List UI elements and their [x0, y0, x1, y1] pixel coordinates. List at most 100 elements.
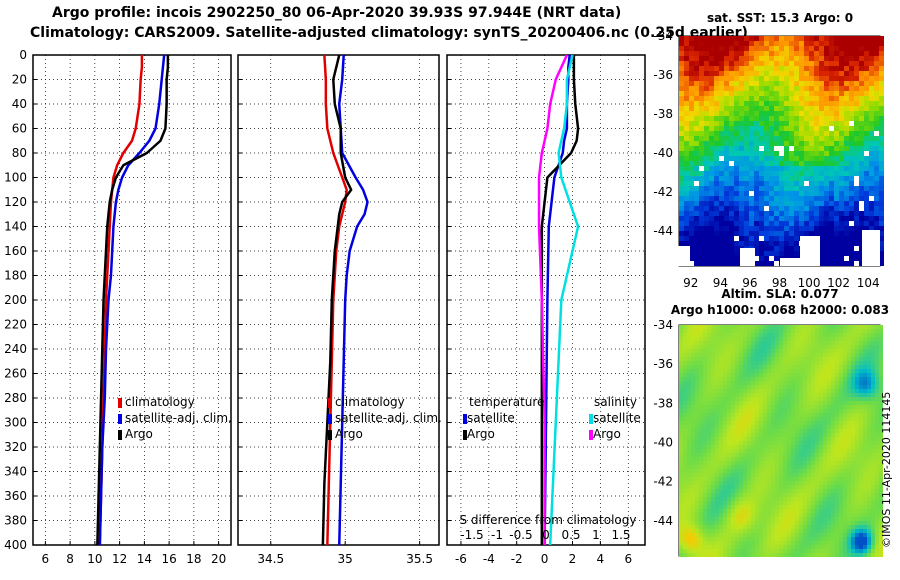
sla-map-cell: [791, 457, 795, 461]
sla-map-cell: [851, 385, 855, 389]
sla-map-cell: [687, 537, 691, 541]
sla-map-cell: [815, 501, 819, 505]
sst-map-cell: [754, 191, 759, 196]
sla-map-cell: [759, 385, 763, 389]
sla-map-cell: [875, 413, 879, 417]
sla-map-cell: [787, 337, 791, 341]
sla-map-cell: [755, 397, 759, 401]
sla-map-cell: [791, 441, 795, 445]
sst-map-cell: [739, 206, 744, 211]
sst-map-cell: [719, 171, 724, 176]
sst-map-cell: [719, 236, 724, 241]
sst-map-cell: [859, 81, 864, 86]
sla-map-cell: [839, 477, 843, 481]
sst-map-cell: [729, 46, 734, 51]
sla-map-cell: [707, 329, 711, 333]
sla-map-cell: [699, 453, 703, 457]
sla-map-cell: [795, 441, 799, 445]
sst-map-cell: [729, 81, 734, 86]
sla-map-cell: [751, 533, 755, 537]
sla-map-cell: [811, 373, 815, 377]
sla-map-cell: [855, 369, 859, 373]
sla-map-cell: [871, 469, 875, 473]
sla-map-cell: [751, 389, 755, 393]
sst-map-cell: [704, 221, 709, 226]
sla-map-cell: [855, 337, 859, 341]
sst-map-cell: [704, 181, 709, 186]
sst-map-cell: [784, 131, 789, 136]
sla-map-cell: [739, 397, 743, 401]
sla-map-cell: [771, 489, 775, 493]
sla-map-cell: [683, 441, 687, 445]
sst-map-cell: [849, 91, 854, 96]
sla-map-cell: [731, 421, 735, 425]
sst-map-cell: [679, 121, 684, 126]
sst-map-cell: [819, 201, 824, 206]
sla-map-cell: [683, 449, 687, 453]
sla-map-cell: [723, 337, 727, 341]
sst-map-cell: [829, 116, 834, 121]
sst-map-cell: [829, 76, 834, 81]
sla-map-cell: [723, 497, 727, 501]
sla-map-cell: [727, 529, 731, 533]
sla-map-cell: [739, 477, 743, 481]
sla-map-cell: [787, 377, 791, 381]
sla-map-cell: [863, 405, 867, 409]
sla-map-cell: [819, 461, 823, 465]
sla-map-cell: [755, 341, 759, 345]
sla-map-cell: [759, 521, 763, 525]
sla-map-cell: [819, 357, 823, 361]
sst-map-cell: [799, 216, 804, 221]
sla-map-cell: [815, 409, 819, 413]
sla-map-cell: [807, 369, 811, 373]
sst-map-cell: [679, 101, 684, 106]
sst-map-cell: [684, 241, 689, 246]
sla-map-cell: [691, 325, 695, 329]
sst-map-cell: [699, 176, 704, 181]
sst-map-cell: [759, 261, 764, 266]
sla-map-cell: [863, 325, 867, 329]
difference-legend-title-salinity: salinity: [594, 395, 637, 409]
sst-map-cell: [684, 151, 689, 156]
sst-map-cell: [819, 76, 824, 81]
sla-map-cell: [751, 397, 755, 401]
sla-map-cell: [747, 445, 751, 449]
sla-map-cell: [743, 545, 747, 549]
temperature-legend-label: satellite-adj. clim.: [125, 411, 232, 425]
sst-map-cell: [684, 71, 689, 76]
sla-map-cell: [715, 497, 719, 501]
sst-map-cell: [849, 81, 854, 86]
sst-map-cell: [679, 171, 684, 176]
sla-map-cell: [759, 389, 763, 393]
sla-map-cell: [751, 441, 755, 445]
sla-map-cell: [715, 373, 719, 377]
sla-map-cell: [775, 409, 779, 413]
sla-map-cell: [699, 329, 703, 333]
sst-map-cell: [864, 146, 869, 151]
sla-map-cell: [711, 349, 715, 353]
sla-map-cell: [803, 537, 807, 541]
sst-map-cell: [809, 96, 814, 101]
sla-map-cell: [735, 493, 739, 497]
sla-map-cell: [679, 325, 683, 329]
sla-map-cell: [723, 421, 727, 425]
sla-map-cell: [691, 469, 695, 473]
sst-map-cell: [724, 71, 729, 76]
sla-map-cell: [871, 337, 875, 341]
sla-map-cell: [687, 349, 691, 353]
sla-map-cell: [695, 457, 699, 461]
sla-map-cell: [859, 441, 863, 445]
sst-map-cell: [844, 141, 849, 146]
sst-map-cell: [819, 236, 824, 241]
sla-map-cell: [875, 421, 879, 425]
sst-map-cell: [844, 46, 849, 51]
sla-map-cell: [743, 533, 747, 537]
sla-map-cell: [795, 537, 799, 541]
sst-map-cell: [749, 161, 754, 166]
sst-map-cell: [699, 251, 704, 256]
sla-map-cell: [787, 409, 791, 413]
sla-map-cell: [827, 473, 831, 477]
sla-map-cell: [879, 525, 883, 529]
sla-map-cell: [771, 337, 775, 341]
sst-map-cell: [794, 141, 799, 146]
